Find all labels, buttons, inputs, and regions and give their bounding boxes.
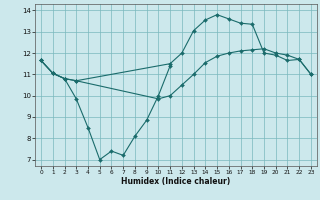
- X-axis label: Humidex (Indice chaleur): Humidex (Indice chaleur): [121, 177, 231, 186]
